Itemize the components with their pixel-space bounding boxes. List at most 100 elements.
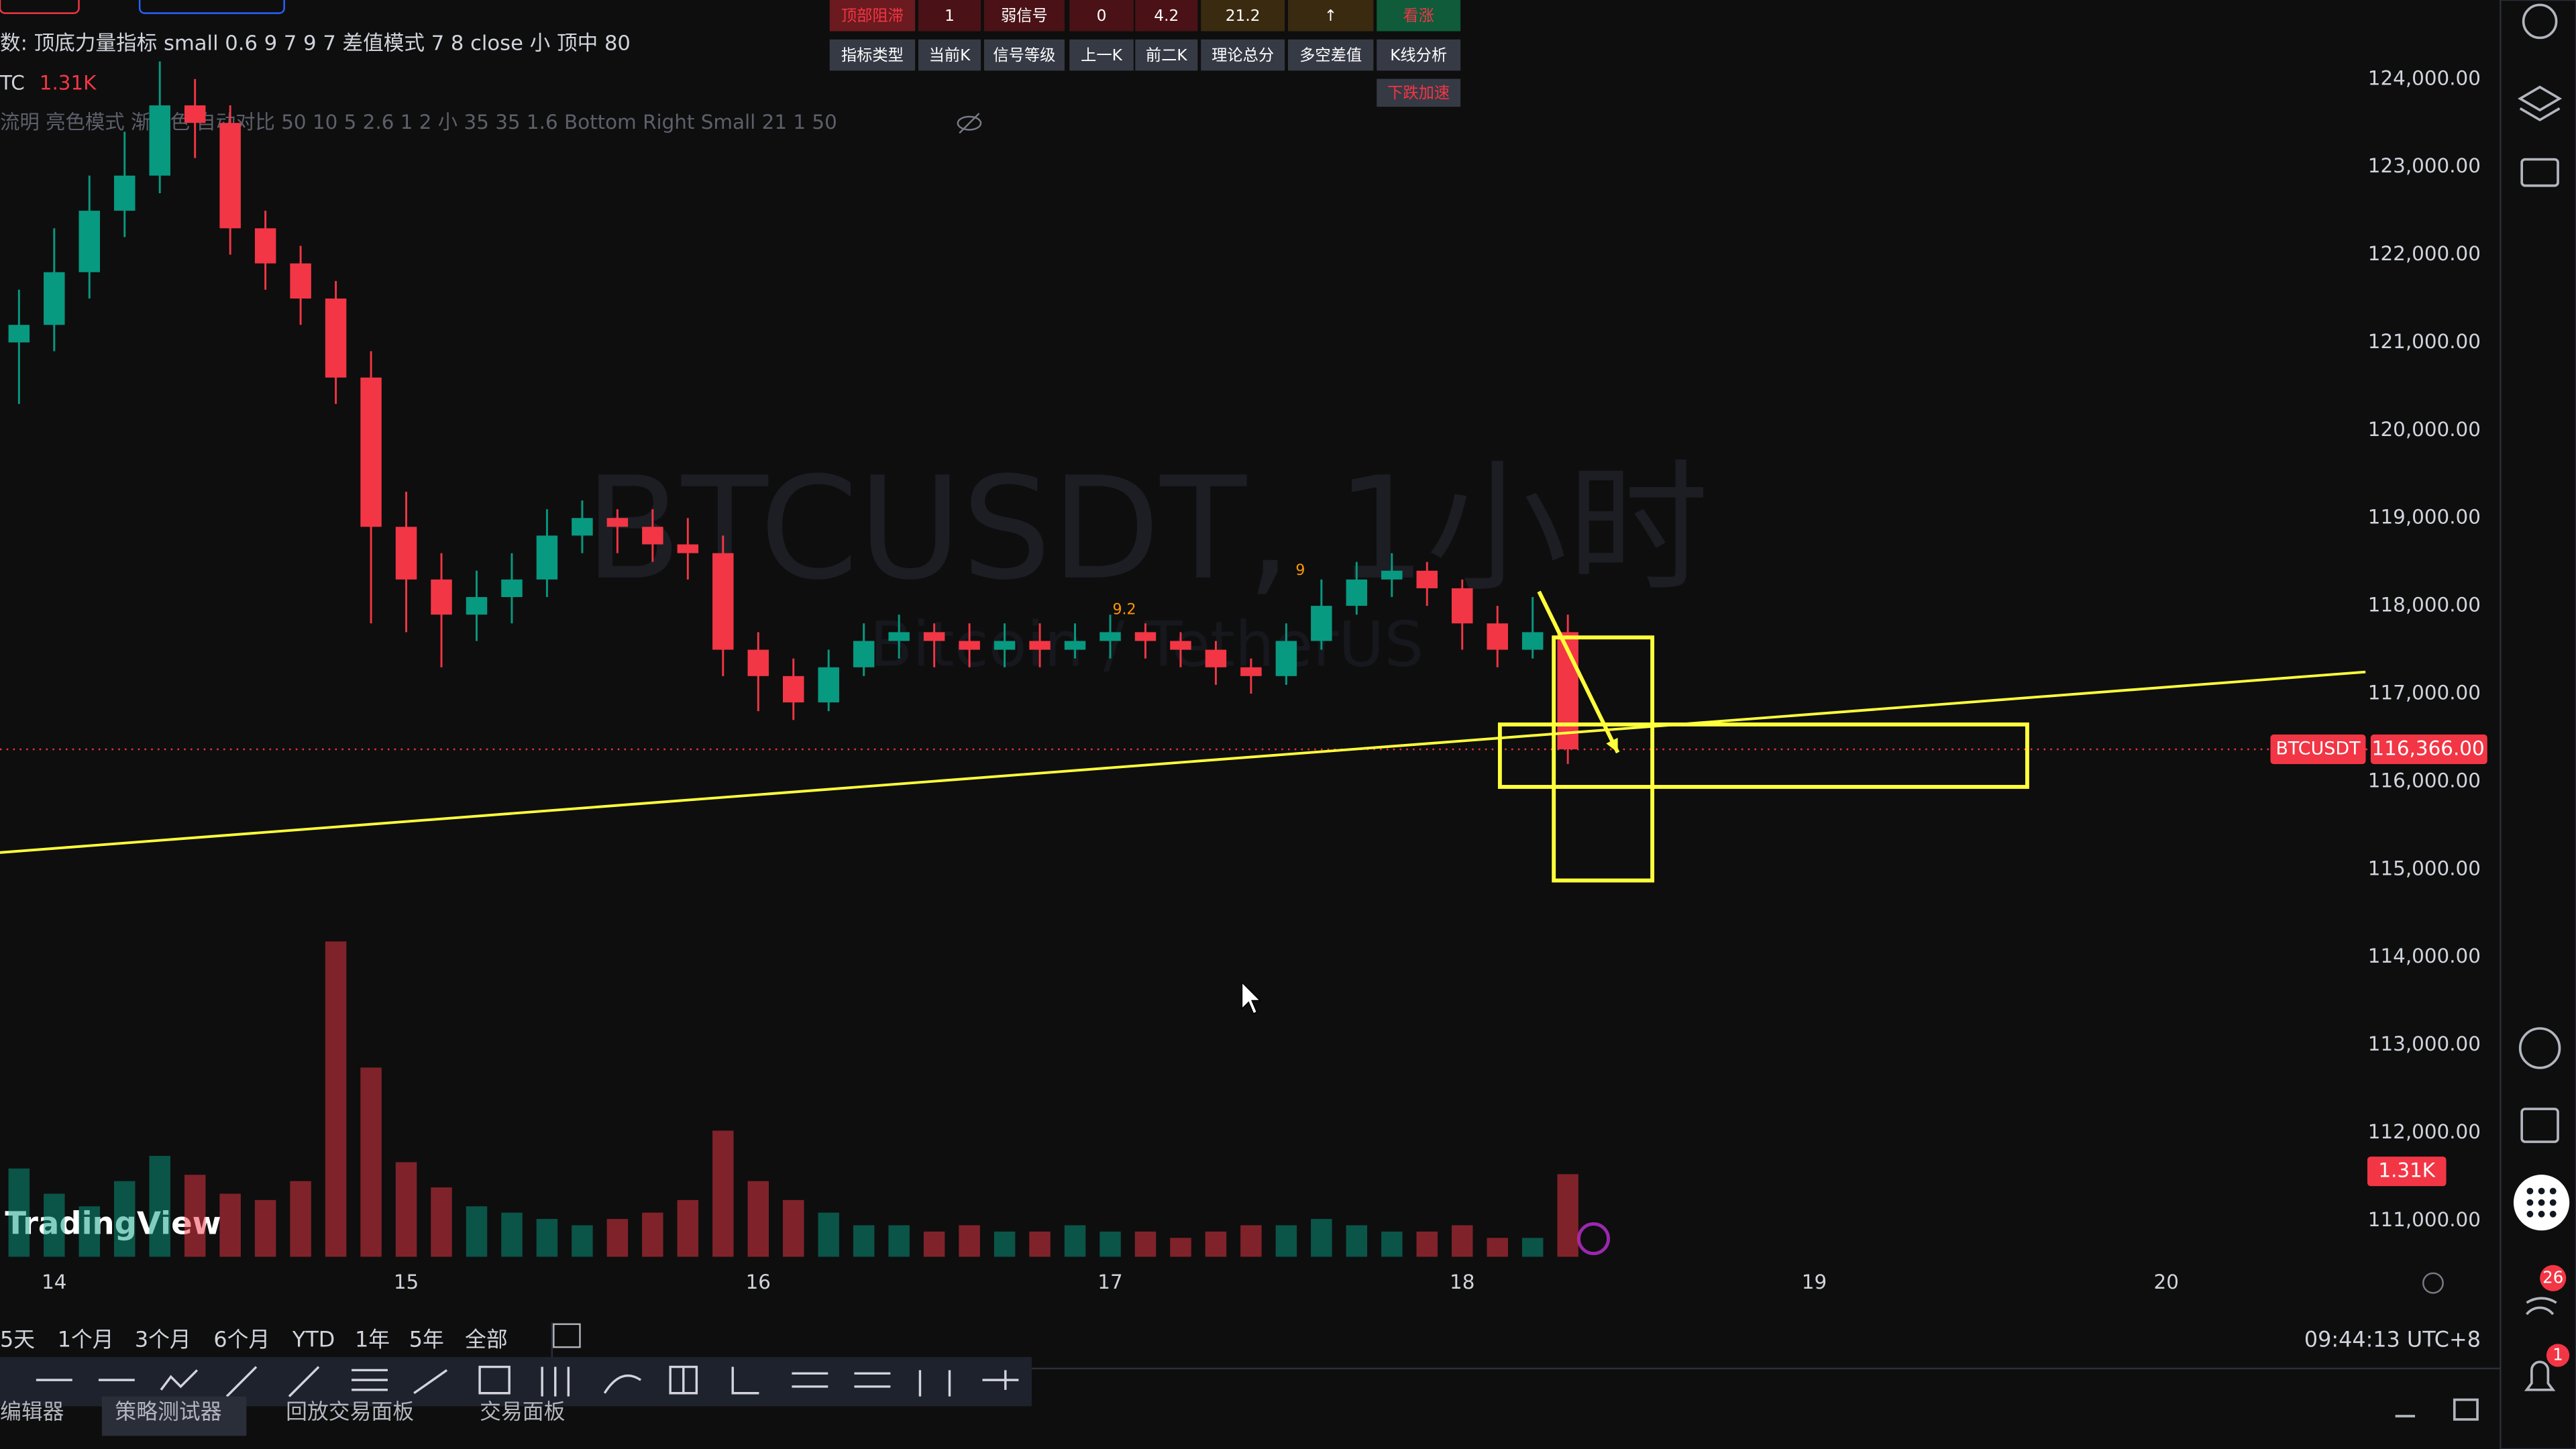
indicator-line: 数: 顶底力量指标 small 0.6 9 7 9 7 差值模式 7 8 clo… <box>0 32 631 56</box>
volume-tag-bg <box>2367 1157 2447 1187</box>
volume-bar <box>1381 1231 1403 1257</box>
panel-tab[interactable]: 编辑器 <box>0 1399 64 1424</box>
watermark-sub: Bitcoin / TetherUS <box>869 608 1424 681</box>
candle-body <box>1240 667 1262 676</box>
candle-body <box>853 641 875 667</box>
table-text: 0 <box>1097 7 1107 25</box>
x-tick-label: 16 <box>746 1271 771 1293</box>
bell-icon[interactable] <box>2524 1360 2556 1391</box>
volume-bar <box>219 1193 241 1257</box>
table-text: ↑ <box>1324 7 1337 25</box>
table-text: 4.2 <box>1154 7 1179 25</box>
apps-grid <box>2526 1187 2557 1218</box>
event-icon[interactable] <box>1577 1222 1610 1256</box>
table-header: 上一K <box>1081 46 1123 64</box>
candle-body <box>1381 570 1403 580</box>
volume-bar <box>572 1225 593 1257</box>
buy-button[interactable] <box>138 0 285 14</box>
tool[interactable] <box>413 1365 570 1397</box>
date-range-icon[interactable] <box>553 1323 581 1348</box>
candle-body <box>1416 570 1438 588</box>
volume-bar <box>1487 1238 1508 1257</box>
clock-icon[interactable] <box>2522 3 2558 40</box>
table-cell <box>1069 39 1134 71</box>
table-cell <box>1288 0 1374 32</box>
range-button[interactable]: 1年 <box>355 1326 390 1352</box>
candle-body <box>783 676 804 703</box>
range-button[interactable]: 5天 <box>0 1326 35 1352</box>
symbol-short: TC <box>0 71 25 94</box>
range-button[interactable]: 3个月 <box>135 1326 191 1352</box>
volume-bar <box>888 1225 910 1257</box>
volume-bar <box>606 1219 629 1257</box>
table-header: 理论总分 <box>1212 46 1274 64</box>
volume-bar <box>747 1181 769 1257</box>
tool[interactable] <box>603 1365 759 1395</box>
x-tick-label: 15 <box>394 1271 419 1293</box>
volume-bar <box>1029 1231 1051 1257</box>
candle-body <box>78 211 101 272</box>
panel-tab[interactable]: 回放交易面板 <box>286 1399 414 1424</box>
range-button[interactable]: 1个月 <box>58 1326 114 1352</box>
arrow-head <box>1606 737 1618 753</box>
volume-bar <box>184 1175 206 1257</box>
candle-body <box>8 325 30 343</box>
signal-label: 9.2 <box>1112 602 1136 619</box>
sell-button[interactable] <box>0 0 80 14</box>
volume-bar <box>1416 1231 1438 1257</box>
volume-bar <box>1521 1238 1544 1257</box>
feed-icon[interactable] <box>2526 1297 2557 1316</box>
layers-icon[interactable] <box>2518 85 2563 121</box>
y-tick-label: 115,000.00 <box>2368 857 2481 879</box>
highlight-box <box>1552 635 1655 883</box>
panel-tab[interactable]: 策略测试器 <box>115 1399 221 1424</box>
maximize-icon[interactable] <box>2453 1398 2479 1421</box>
table-header: 当前K <box>929 46 971 64</box>
table-text: 弱信号 <box>1001 7 1048 25</box>
y-tick-label: 120,000.00 <box>2368 418 2481 441</box>
hide-icon[interactable] <box>957 113 982 134</box>
volume-bar <box>959 1225 980 1257</box>
table-header: 信号等级 <box>993 46 1055 64</box>
table-cell <box>1377 0 1461 32</box>
volume-bar <box>853 1225 875 1257</box>
candle-body <box>677 544 699 553</box>
candle-body <box>1275 641 1297 676</box>
volume-bar <box>114 1181 136 1257</box>
settings-icon[interactable] <box>2422 1272 2444 1294</box>
chat-icon[interactable] <box>2520 158 2559 187</box>
target-icon[interactable] <box>2518 1027 2561 1069</box>
x-tick-label: 18 <box>1450 1271 1474 1293</box>
volume-bar <box>1064 1225 1086 1257</box>
symbol-tag-bg <box>2270 734 2366 765</box>
calendar-icon[interactable] <box>2520 1108 2559 1143</box>
candle-body <box>44 272 65 325</box>
volume-bar <box>431 1187 452 1257</box>
range-button[interactable]: 全部 <box>465 1326 508 1352</box>
tool[interactable] <box>160 1369 199 1391</box>
table-cell <box>1135 0 1198 32</box>
table-text: 顶部阻滞 <box>841 7 904 25</box>
table-cell <box>1377 78 1461 107</box>
candle-body <box>606 518 629 527</box>
active-tab[interactable] <box>101 1396 247 1436</box>
range-button[interactable]: 6个月 <box>213 1326 270 1352</box>
volume-bar <box>501 1212 523 1257</box>
table-cell <box>1135 39 1198 71</box>
volume-bar <box>149 1156 170 1257</box>
panel-tab[interactable]: 交易面板 <box>480 1399 565 1424</box>
watermark: BTCUSDT, 1小时 <box>585 447 1709 611</box>
volume-bar <box>1240 1225 1262 1257</box>
range-button[interactable]: YTD <box>292 1326 335 1352</box>
tool[interactable] <box>225 1366 388 1397</box>
tool[interactable] <box>792 1370 1019 1397</box>
candle-body <box>1451 588 1473 624</box>
volume-bar <box>923 1231 945 1257</box>
candle-body <box>642 527 663 545</box>
badge-bg <box>2546 1344 2570 1367</box>
candle-body <box>114 175 136 211</box>
candle-body <box>923 632 945 641</box>
y-tick-label: 111,000.00 <box>2368 1208 2481 1231</box>
range-button[interactable]: 5年 <box>409 1326 444 1352</box>
